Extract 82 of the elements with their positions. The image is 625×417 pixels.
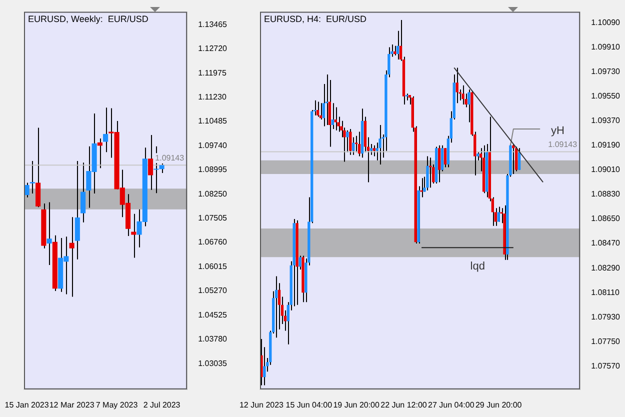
x-tick-label: 19 Jun 20:00	[333, 400, 380, 410]
candlestick	[80, 162, 86, 223]
candlestick	[497, 206, 500, 222]
candlestick	[354, 135, 358, 153]
x-tick-label: 29 Jun 20:00	[475, 400, 522, 410]
candlestick	[438, 144, 441, 183]
y-tick-label: 1.09010	[591, 165, 621, 174]
chart-title: EURUSD, H4: EUR/USD	[264, 14, 368, 24]
y-tick-label: 1.07570	[591, 361, 621, 370]
candlestick	[468, 89, 470, 123]
candlestick	[331, 102, 334, 130]
x-tick-label: 27 Jun 04:00	[428, 400, 475, 410]
x-tick-label: 2 Jul 2023	[143, 400, 181, 410]
candlestick	[322, 84, 326, 127]
y-tick-label: 1.03780	[198, 334, 228, 344]
candlestick	[148, 134, 154, 190]
candlestick	[97, 138, 102, 169]
y-tick-label: 1.08830	[591, 190, 621, 199]
annotation: lqd	[470, 260, 485, 273]
y-tick-label: 1.10485	[198, 116, 228, 126]
x-tick-label: 15 Jan 2023	[4, 400, 50, 410]
y-tick-label: 1.12720	[198, 44, 228, 54]
y-tick-label: 1.03035	[198, 358, 228, 368]
y-tick-label: 1.09370	[591, 116, 621, 126]
candlestick	[274, 276, 278, 338]
y-tick-label: 1.13465	[198, 20, 228, 29]
y-tick-label: 1.07930	[591, 312, 621, 322]
candlestick	[346, 130, 349, 153]
candlestick	[36, 127, 41, 208]
y-tick-label: 1.08995	[198, 165, 228, 174]
x-tick-label: 12 Mar 2023	[49, 400, 95, 410]
candlestick	[426, 156, 429, 191]
x-tick-label: 22 Jun 12:00	[380, 400, 428, 410]
candlestick	[440, 144, 444, 172]
candlestick	[263, 346, 266, 386]
x-tick-label: 15 Jun 04:00	[286, 400, 333, 410]
y-tick-label: 1.11230	[198, 92, 227, 102]
candlestick	[358, 131, 361, 157]
y-tick-label: 1.06760	[198, 238, 228, 247]
annotation: yH	[550, 124, 564, 137]
chart-title: EURUSD, Weekly: EUR/USD	[28, 14, 149, 24]
y-tick-label: 1.11975	[198, 68, 227, 78]
candlestick	[69, 216, 74, 298]
y-tick-label: 1.08250	[198, 189, 228, 198]
candlestick	[103, 107, 108, 153]
candlestick	[474, 131, 476, 176]
candlestick	[349, 128, 352, 156]
x-tick-label: 12 Jun 2023	[239, 400, 284, 410]
candlestick	[378, 124, 382, 165]
candlestick	[456, 67, 458, 104]
candlestick	[370, 144, 372, 156]
candlestick	[444, 148, 447, 168]
y-tick-label: 1.08110	[591, 288, 620, 297]
candlestick	[352, 136, 355, 156]
ref-line-label: 1.09143	[548, 140, 578, 149]
candlestick	[515, 146, 518, 172]
candlestick	[396, 30, 400, 60]
candlestick	[298, 255, 302, 270]
candlestick	[316, 101, 320, 118]
y-tick-label: 1.08290	[591, 263, 621, 272]
y-tick-label: 1.07750	[591, 336, 621, 346]
y-tick-label: 1.04525	[198, 310, 228, 320]
ref-line-label: 1.09143	[155, 153, 185, 162]
candlestick	[334, 106, 337, 131]
y-tick-label: 1.10090	[591, 18, 621, 27]
y-tick-label: 1.09730	[591, 66, 621, 76]
candlestick	[518, 148, 521, 170]
y-tick-label: 1.09740	[198, 140, 228, 150]
y-tick-label: 1.06015	[198, 262, 228, 271]
candlestick	[46, 202, 52, 266]
candlestick	[462, 84, 464, 105]
candlestick	[372, 144, 376, 157]
candlestick	[30, 160, 35, 194]
y-tick-label: 1.09550	[591, 92, 621, 101]
x-tick-label: 7 May 2023	[96, 400, 138, 410]
candlestick	[74, 160, 80, 260]
y-tick-label: 1.09190	[591, 140, 621, 150]
y-tick-label: 1.08650	[591, 214, 621, 224]
y-tick-label: 1.05270	[198, 286, 228, 296]
y-tick-label: 1.07505	[198, 214, 228, 223]
y-tick-label: 1.08470	[591, 238, 621, 248]
y-tick-label: 1.09910	[591, 42, 621, 52]
